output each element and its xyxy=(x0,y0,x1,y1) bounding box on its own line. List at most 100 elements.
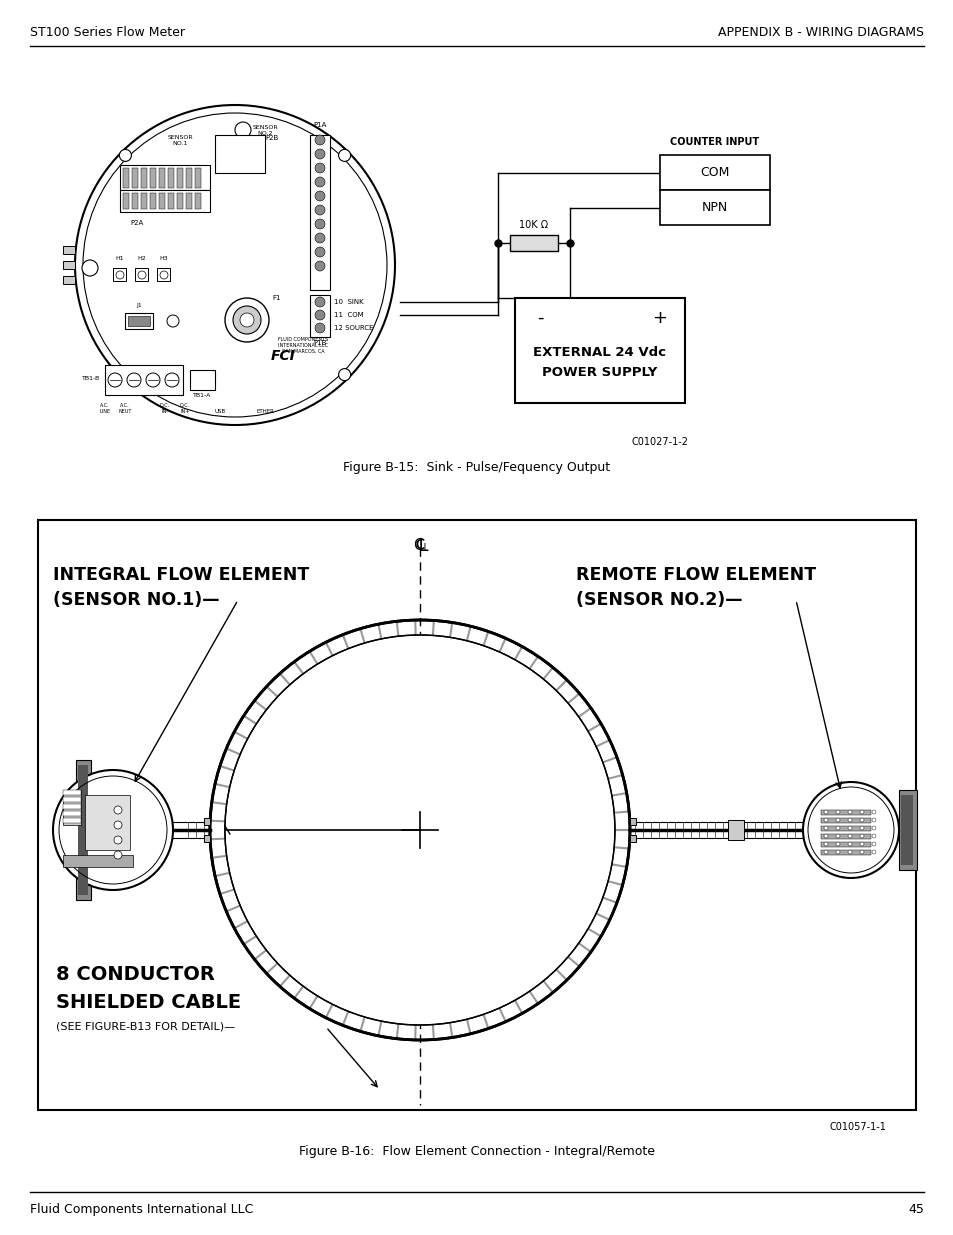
Circle shape xyxy=(165,373,179,387)
Circle shape xyxy=(108,373,122,387)
Text: TB1-A: TB1-A xyxy=(193,393,212,398)
Circle shape xyxy=(119,149,132,162)
Bar xyxy=(168,193,173,209)
Bar xyxy=(78,764,88,895)
Circle shape xyxy=(823,826,827,830)
Text: -: - xyxy=(537,309,542,327)
Circle shape xyxy=(225,635,615,1025)
Text: ST100 Series Flow Meter: ST100 Series Flow Meter xyxy=(30,26,185,38)
Text: P2B: P2B xyxy=(265,135,278,141)
Circle shape xyxy=(871,810,875,814)
Bar xyxy=(63,797,81,802)
Text: H1: H1 xyxy=(115,256,124,261)
Bar xyxy=(63,261,75,269)
Text: (SEE FIGURE-B13 FOR DETAIL)—: (SEE FIGURE-B13 FOR DETAIL)— xyxy=(56,1023,235,1032)
Bar xyxy=(186,193,192,209)
Circle shape xyxy=(314,247,325,257)
Bar xyxy=(194,168,201,188)
Bar xyxy=(659,190,769,225)
Circle shape xyxy=(835,810,840,814)
Text: FCI: FCI xyxy=(271,350,295,363)
Bar xyxy=(76,760,91,900)
Text: Figure B-15:  Sink - Pulse/Fequency Output: Figure B-15: Sink - Pulse/Fequency Outpu… xyxy=(343,462,610,474)
Bar xyxy=(214,135,265,173)
Bar xyxy=(190,370,214,390)
Text: C01027-1-2: C01027-1-2 xyxy=(631,437,688,447)
Bar xyxy=(132,193,138,209)
Text: EXTERNAL 24 Vdc: EXTERNAL 24 Vdc xyxy=(533,347,666,359)
Circle shape xyxy=(127,373,141,387)
Circle shape xyxy=(847,810,851,814)
Bar xyxy=(821,834,870,839)
Circle shape xyxy=(314,191,325,201)
Circle shape xyxy=(314,205,325,215)
Text: 12 SOURCE: 12 SOURCE xyxy=(334,325,374,331)
Bar xyxy=(63,811,81,816)
Bar xyxy=(105,366,183,395)
Bar xyxy=(898,790,916,869)
Bar xyxy=(128,316,150,326)
Circle shape xyxy=(113,836,122,844)
Bar xyxy=(821,826,870,831)
Text: INTEGRAL FLOW ELEMENT: INTEGRAL FLOW ELEMENT xyxy=(53,566,309,584)
Circle shape xyxy=(859,810,863,814)
Circle shape xyxy=(53,769,172,890)
Circle shape xyxy=(146,373,160,387)
Circle shape xyxy=(314,219,325,228)
Circle shape xyxy=(835,818,840,823)
Text: APPENDIX B - WIRING DIAGRAMS: APPENDIX B - WIRING DIAGRAMS xyxy=(718,26,923,38)
Text: P2A: P2A xyxy=(130,220,143,226)
Bar xyxy=(120,165,210,190)
Text: SENSOR
NO.1: SENSOR NO.1 xyxy=(167,135,193,146)
Text: A.C.
LINE: A.C. LINE xyxy=(99,403,111,414)
Text: COUNTER INPUT: COUNTER INPUT xyxy=(670,137,759,147)
Text: H3: H3 xyxy=(159,256,168,261)
Bar xyxy=(63,246,75,254)
Circle shape xyxy=(314,163,325,173)
Circle shape xyxy=(113,851,122,860)
Text: (SENSOR NO.2)—: (SENSOR NO.2)— xyxy=(576,592,741,609)
Text: Fluid Components International LLC: Fluid Components International LLC xyxy=(30,1203,253,1216)
Circle shape xyxy=(835,850,840,853)
Text: ETHER: ETHER xyxy=(255,409,274,414)
Text: 11  COM: 11 COM xyxy=(334,312,363,317)
Text: 10  SINK: 10 SINK xyxy=(334,299,363,305)
Bar xyxy=(150,168,156,188)
Text: A.C.
NEUT: A.C. NEUT xyxy=(118,403,132,414)
Text: D.C.
IN-: D.C. IN- xyxy=(160,403,170,414)
Circle shape xyxy=(847,834,851,839)
Circle shape xyxy=(119,368,132,380)
Circle shape xyxy=(835,842,840,846)
Text: C01057-1-1: C01057-1-1 xyxy=(828,1123,885,1132)
Bar xyxy=(821,810,870,815)
Circle shape xyxy=(314,296,325,308)
Circle shape xyxy=(847,850,851,853)
Circle shape xyxy=(314,261,325,270)
Circle shape xyxy=(116,270,124,279)
Circle shape xyxy=(113,806,122,814)
Bar xyxy=(120,190,210,212)
Text: FLUID COMPONENTS
INTERNATIONAL LLC
SAN MARCOS, CA: FLUID COMPONENTS INTERNATIONAL LLC SAN M… xyxy=(277,337,328,354)
Circle shape xyxy=(835,834,840,839)
Circle shape xyxy=(234,122,251,138)
Text: P1B: P1B xyxy=(313,340,326,346)
Bar xyxy=(112,268,126,282)
Circle shape xyxy=(225,298,269,342)
Circle shape xyxy=(823,850,827,853)
Circle shape xyxy=(314,324,325,333)
Bar xyxy=(63,855,132,867)
Bar xyxy=(85,795,130,850)
Bar xyxy=(515,298,684,403)
Circle shape xyxy=(871,826,875,830)
Bar xyxy=(157,268,170,282)
Text: COM: COM xyxy=(700,165,729,179)
Text: (SENSOR NO.1)—: (SENSOR NO.1)— xyxy=(53,592,219,609)
Circle shape xyxy=(871,842,875,846)
Text: REMOTE FLOW ELEMENT: REMOTE FLOW ELEMENT xyxy=(576,566,815,584)
Bar xyxy=(63,790,81,795)
Bar xyxy=(141,193,147,209)
Text: P1A: P1A xyxy=(313,122,326,128)
Bar xyxy=(125,312,152,329)
Circle shape xyxy=(847,842,851,846)
Text: NPN: NPN xyxy=(701,201,727,214)
